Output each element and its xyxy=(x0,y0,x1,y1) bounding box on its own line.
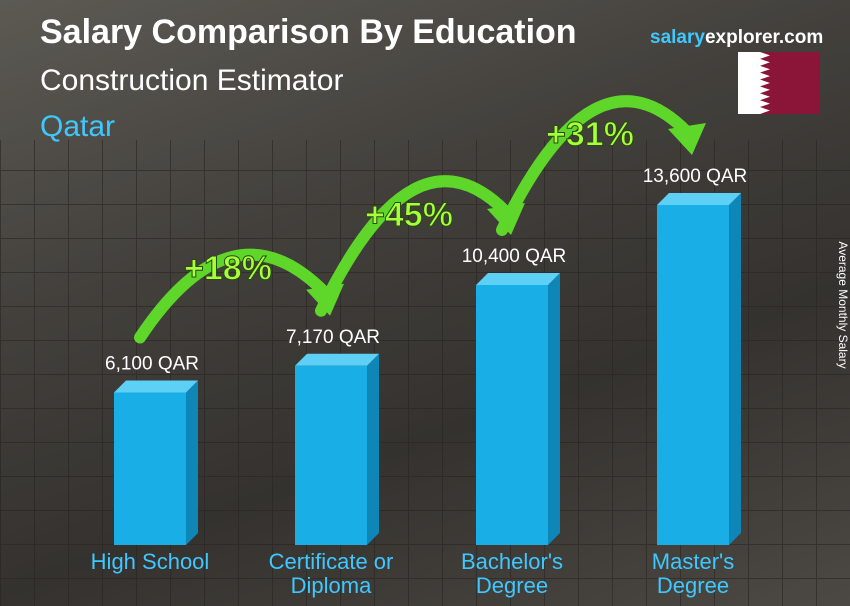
chart-location: Qatar xyxy=(40,110,115,143)
brand-explorer: explorer.com xyxy=(705,27,823,48)
increase-label: +18% xyxy=(184,250,272,288)
bar-side xyxy=(186,380,198,545)
brand-salary: salary xyxy=(650,27,705,48)
bar-top xyxy=(114,380,198,393)
increase-arrow xyxy=(134,248,332,344)
chart-subtitle: Construction Estimator xyxy=(40,64,343,97)
bar xyxy=(476,285,548,545)
bar xyxy=(657,205,729,545)
increase-label: +31% xyxy=(546,115,634,153)
value-label: 6,100 QAR xyxy=(105,354,199,375)
brand: salaryexplorer.com xyxy=(650,27,823,48)
x-tick-label: Master's Degree xyxy=(651,549,735,598)
x-tick-label: High School xyxy=(90,549,210,574)
y-axis-label: Average Monthly Salary xyxy=(836,241,850,368)
bar-top xyxy=(476,273,560,285)
bar-top xyxy=(295,353,379,366)
bar-side xyxy=(548,273,560,545)
bar-side xyxy=(367,353,379,545)
bar-side xyxy=(729,193,741,545)
value-label: 10,400 QAR xyxy=(462,246,567,267)
value-label: 13,600 QAR xyxy=(643,166,748,187)
increase-arrow xyxy=(315,175,513,317)
increase-arrowhead xyxy=(668,123,706,155)
value-label: 7,170 QAR xyxy=(286,327,380,348)
flag xyxy=(738,52,820,114)
increase-label: +45% xyxy=(365,196,453,234)
bar-top xyxy=(657,193,741,205)
x-tick-label: Bachelor's Degree xyxy=(460,549,564,598)
x-tick-label: Certificate or Diploma xyxy=(268,549,394,598)
bar xyxy=(295,365,367,545)
bar xyxy=(114,392,186,545)
increase-arrow xyxy=(496,95,694,236)
chart-title: Salary Comparison By Education xyxy=(40,13,577,51)
